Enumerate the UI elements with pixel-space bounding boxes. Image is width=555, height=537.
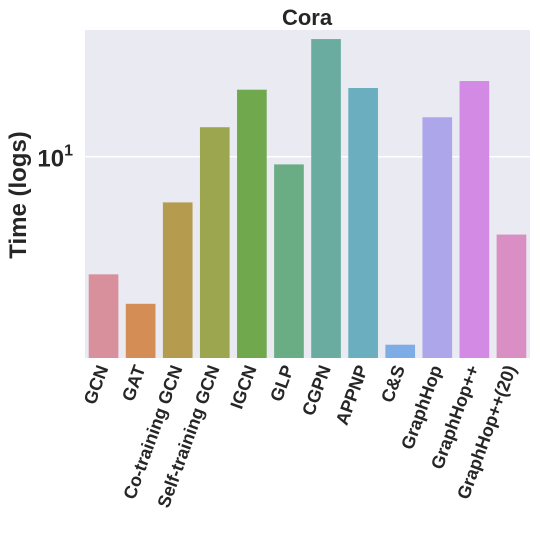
bars [88, 39, 527, 359]
bar-appnp [348, 88, 378, 359]
x-tick-label: IGCN [226, 363, 260, 412]
x-tick-label: C&S [377, 363, 409, 406]
bar-cgpn [311, 39, 341, 358]
bar-gcn [88, 274, 119, 358]
bar-igcn [237, 89, 267, 358]
chart-title: Cora [282, 5, 333, 30]
x-tick-label: APPNP [332, 363, 372, 428]
bar-self-training-gcn [199, 127, 230, 358]
bar-co-training-gcn [162, 202, 193, 358]
x-tick-label: CGPN [298, 363, 335, 419]
bar-gat [125, 303, 156, 358]
plot-area [85, 30, 530, 358]
y-tick-labels: 101 [37, 143, 73, 173]
bar-graphhop- [459, 81, 490, 359]
bar-graphhop-20- [496, 234, 527, 358]
x-tick-label: GAT [118, 363, 149, 404]
y-tick-label: 101 [37, 143, 73, 173]
x-tick-label: GCN [80, 363, 112, 407]
bar-c-s [385, 344, 416, 358]
y-axis-label: Time (logs) [5, 131, 32, 259]
bar-graphhop [422, 117, 453, 358]
bar-glp [274, 164, 304, 358]
x-tick-label: GLP [266, 363, 297, 405]
